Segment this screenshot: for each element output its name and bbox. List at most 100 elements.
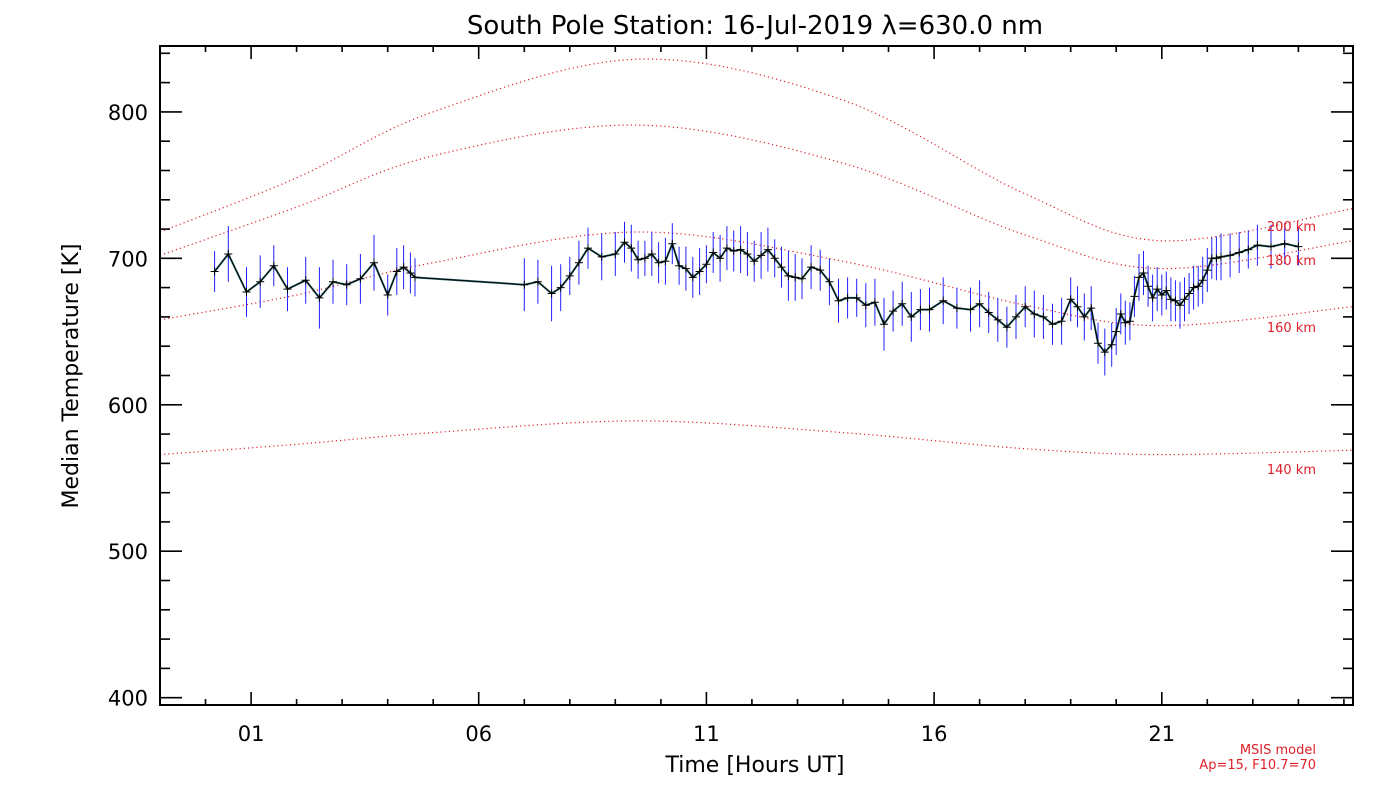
- data-point: [1180, 295, 1189, 304]
- data-point: [791, 273, 800, 282]
- model-curve-1: [159, 420, 1354, 456]
- model-label-160-km: 160 km: [1267, 321, 1316, 336]
- model-label-140-km: 140 km: [1267, 463, 1316, 478]
- data-point: [1021, 302, 1030, 311]
- y-tick-label: 800: [108, 101, 148, 125]
- data-point: [1002, 323, 1011, 332]
- data-point: [242, 288, 251, 296]
- data-point: [1116, 310, 1125, 318]
- data-point: [1130, 292, 1139, 301]
- data-point: [1030, 310, 1039, 318]
- data-point: [984, 308, 993, 317]
- data-point: [852, 293, 861, 302]
- data-point: [1039, 312, 1048, 321]
- plot-frame: [159, 45, 1354, 706]
- data-point: [1280, 239, 1289, 248]
- data-point: [870, 298, 879, 307]
- y-tick-label: 500: [108, 540, 148, 564]
- model-curve-4: [159, 58, 1354, 242]
- data-point: [1198, 276, 1207, 285]
- data-point: [757, 251, 766, 260]
- msis-model-curves: [159, 58, 1354, 456]
- data-point: [702, 260, 711, 269]
- y-tick-label: 700: [108, 247, 148, 271]
- data-point: [716, 254, 725, 263]
- data-point: [1087, 304, 1096, 313]
- x-tick-label: 21: [1148, 722, 1175, 746]
- data-point: [889, 307, 898, 316]
- data-point: [1253, 241, 1262, 250]
- data-point: [1176, 301, 1184, 310]
- data-point: [654, 258, 663, 267]
- x-tick-label: 16: [921, 722, 948, 746]
- data-point: [763, 245, 772, 254]
- data-point: [301, 276, 310, 285]
- data-point: [777, 263, 786, 272]
- data-point: [975, 299, 984, 308]
- data-point: [695, 267, 704, 276]
- data-point: [843, 293, 852, 302]
- data-point: [634, 255, 643, 264]
- data-point: [1094, 339, 1102, 348]
- data-point: [1294, 242, 1303, 251]
- data-point: [770, 254, 779, 263]
- data-point: [798, 274, 806, 283]
- data-point: [1267, 242, 1275, 251]
- data-point: [392, 267, 401, 276]
- data-point: [675, 261, 684, 270]
- data-point: [925, 305, 934, 314]
- data-point: [315, 293, 324, 302]
- data-point: [966, 305, 975, 314]
- data-point: [1057, 317, 1066, 326]
- model-altitude-labels: 200 km 180 km 160 km 140 km: [1267, 220, 1316, 478]
- data-point: [329, 277, 337, 286]
- msis-model-note: MSIS model: [1240, 743, 1316, 758]
- data-point: [1100, 348, 1109, 357]
- data-point: [342, 280, 351, 289]
- y-axis-label: Median Temperature [K]: [59, 244, 84, 509]
- data-point: [729, 247, 738, 255]
- data-point: [825, 277, 834, 286]
- axis-ticks: [159, 46, 1353, 705]
- data-line: [214, 241, 1299, 353]
- data-point: [269, 261, 278, 270]
- data-point: [939, 296, 948, 305]
- chart-title: South Pole Station: 16-Jul-2019 λ=630.0 …: [467, 11, 1043, 41]
- data-point: [1189, 283, 1198, 292]
- data-marker-layer: [210, 238, 1303, 357]
- data-point: [661, 257, 670, 266]
- data-point: [1171, 296, 1180, 305]
- data-point: [383, 291, 392, 299]
- data-point: [784, 271, 793, 280]
- data-point: [406, 269, 415, 277]
- model-curve-2: [159, 231, 1354, 327]
- y-tick-label: 600: [108, 394, 148, 418]
- data-point: [1107, 340, 1116, 349]
- data-point: [993, 315, 1002, 324]
- data-point: [750, 257, 759, 266]
- data-point: [681, 264, 690, 273]
- data-point: [807, 263, 816, 272]
- data-point: [640, 254, 649, 263]
- data-point: [597, 252, 606, 261]
- data-point: [224, 250, 233, 258]
- model-label-200-km: 200 km: [1267, 220, 1316, 235]
- data-point: [370, 258, 378, 267]
- x-tick-label: 01: [238, 722, 265, 746]
- data-point: [1235, 248, 1244, 257]
- data-point: [688, 273, 697, 282]
- data-point: [356, 274, 365, 283]
- data-line-layer: [214, 241, 1299, 353]
- data-point: [1125, 317, 1134, 326]
- data-point: [574, 258, 583, 267]
- data-point: [834, 296, 843, 305]
- model-curve-3: [159, 124, 1354, 270]
- data-point: [256, 277, 265, 286]
- data-point: [1144, 282, 1153, 291]
- data-point: [722, 244, 731, 253]
- data-point: [1203, 266, 1212, 275]
- data-point: [816, 266, 825, 275]
- data-point: [898, 299, 907, 308]
- data-point: [743, 250, 752, 258]
